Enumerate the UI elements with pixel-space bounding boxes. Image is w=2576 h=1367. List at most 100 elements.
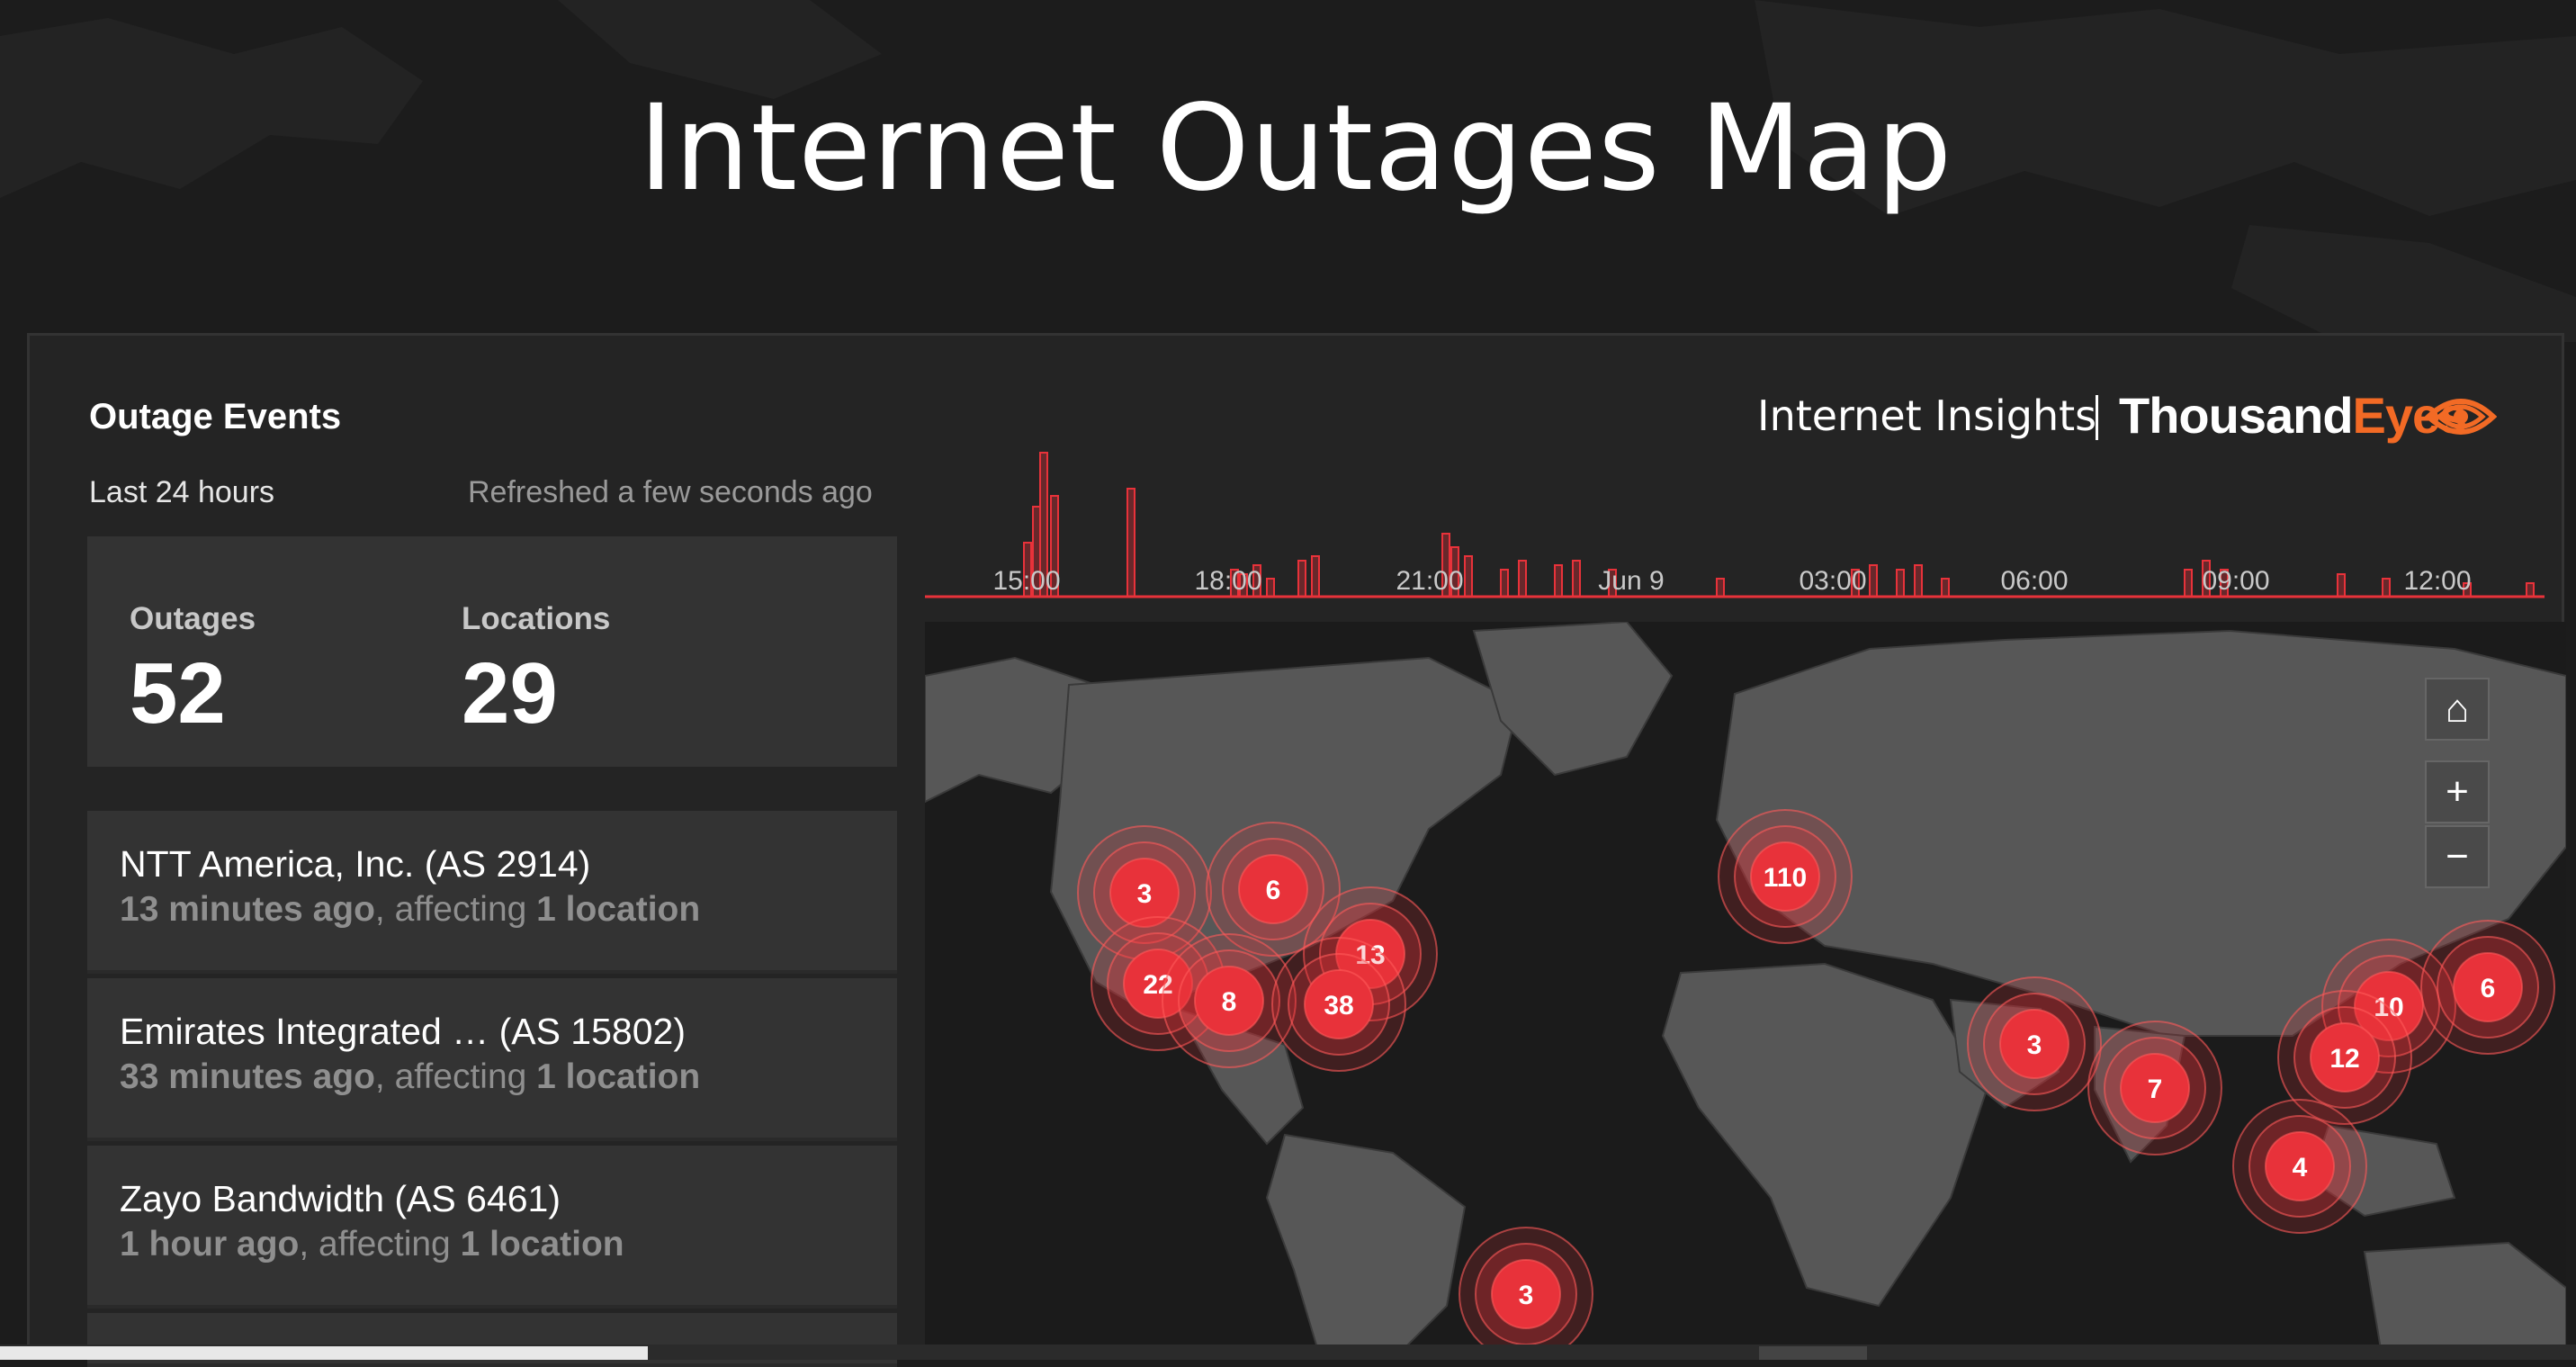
cluster-ring — [2310, 1022, 2380, 1093]
outage-cluster[interactable]: 12 — [2277, 990, 2412, 1125]
cluster-ring — [2453, 952, 2523, 1022]
cluster-count: 4 — [2293, 1153, 2308, 1183]
timeline-spike — [1050, 495, 1059, 598]
timeline-spike — [1572, 560, 1581, 598]
outage-cluster[interactable]: 3 — [1967, 976, 2102, 1111]
internet-insights-label: Internet Insights — [1757, 391, 2097, 440]
cluster-count: 7 — [2148, 1075, 2163, 1104]
outage-cluster[interactable]: 8 — [1162, 933, 1297, 1068]
event-meta: 13 minutes ago, affecting 1 location — [120, 890, 700, 930]
event-item[interactable]: NTT America, Inc. (AS 2914) 13 minutes a… — [87, 811, 897, 974]
timeline-spike — [1518, 560, 1527, 598]
timeline-spike — [1851, 569, 1860, 598]
cluster-ring — [1238, 854, 1308, 924]
timeline-spike — [1464, 555, 1473, 598]
cluster-ring — [1491, 1259, 1561, 1329]
brand-divider — [2096, 395, 2098, 440]
timeline-spike — [2463, 582, 2472, 598]
event-meta: 33 minutes ago, affecting 1 location — [120, 1057, 700, 1097]
outages-count: 52 — [130, 645, 226, 742]
event-time: 33 minutes ago — [120, 1057, 375, 1096]
outage-cluster[interactable]: 110 — [1718, 809, 1853, 944]
outage-cluster[interactable]: 22 — [1091, 916, 1225, 1051]
cluster-ring — [1750, 841, 1820, 912]
timeline-tick: 12:00 — [2403, 566, 2472, 596]
locations-count: 29 — [462, 645, 558, 742]
timeline-spike — [1554, 564, 1563, 598]
eurasia-shape — [1715, 629, 2566, 1037]
timeline-spike — [1297, 560, 1306, 598]
south-america-shape — [1265, 1133, 1467, 1360]
cluster-count: 6 — [2481, 974, 2496, 1003]
cluster-count: 3 — [2027, 1030, 2042, 1060]
timeline-spike — [1450, 546, 1459, 598]
outage-cluster[interactable]: 3 — [1459, 1227, 1593, 1360]
timeline-spike — [1896, 569, 1905, 598]
scrollbar-thumb[interactable] — [0, 1346, 648, 1360]
outage-timeline[interactable] — [925, 435, 2572, 615]
cluster-count: 12 — [2329, 1044, 2359, 1074]
event-item[interactable]: Emirates Integrated … (AS 15802) 33 minu… — [87, 978, 897, 1141]
thousandeyes-logo: ThousandEyes — [2119, 386, 2467, 445]
logo-word-thousand: Thousand — [2119, 387, 2354, 444]
event-meta: 1 hour ago, affecting 1 location — [120, 1225, 624, 1264]
timeline-spike — [1126, 488, 1135, 598]
zoom-out-button[interactable]: − — [2425, 825, 2490, 888]
cluster-ring — [1304, 969, 1374, 1039]
timeline-spike — [1914, 564, 1923, 598]
cluster-count: 110 — [1764, 863, 1807, 893]
event-affecting: , affecting — [374, 1057, 537, 1096]
outage-cluster[interactable]: 6 — [2420, 920, 2555, 1055]
cluster-ring — [1109, 858, 1180, 928]
scrollbar-segment — [1759, 1346, 1867, 1360]
time-range-label: Last 24 hours — [89, 475, 275, 509]
timeline-spike — [1239, 573, 1248, 598]
stats-card: Outages 52 Locations 29 — [87, 536, 897, 767]
cluster-layer: 362281338110371061243 — [1077, 809, 2555, 1360]
timeline-spike — [1230, 569, 1239, 598]
cluster-count: 6 — [1266, 876, 1281, 905]
cluster-ring — [1123, 949, 1193, 1019]
zoom-in-button[interactable]: + — [2425, 760, 2490, 823]
outage-events-heading: Outage Events — [89, 397, 342, 436]
background-world-map — [0, 0, 2576, 342]
event-provider: Zayo Bandwidth (AS 6461) — [120, 1178, 561, 1219]
timeline-tick: 18:00 — [1194, 566, 1262, 596]
timeline-spike — [1716, 578, 1725, 598]
home-icon: ⌂ — [2445, 687, 2470, 731]
timeline-tick: 21:00 — [1396, 566, 1464, 596]
cluster-ring — [2120, 1053, 2190, 1123]
africa-shape — [1661, 962, 1988, 1308]
timeline-spike — [1869, 564, 1878, 598]
event-affecting: , affecting — [374, 890, 537, 929]
timeline-spike — [1023, 542, 1032, 598]
home-button[interactable]: ⌂ — [2425, 678, 2490, 741]
page-title: Internet Outages Map — [638, 79, 1953, 218]
timeline-tick: Jun 9 — [1598, 566, 1665, 596]
locations-label: Locations — [462, 601, 611, 636]
outages-panel: Outage Events Last 24 hours Refreshed a … — [27, 333, 2566, 1367]
event-item[interactable]: Zayo Bandwidth (AS 6461) 1 hour ago, aff… — [87, 1146, 897, 1309]
cluster-ring — [1999, 1009, 2069, 1079]
timeline-spike — [1441, 533, 1450, 598]
outage-cluster[interactable]: 38 — [1271, 937, 1406, 1072]
timeline-spike — [1266, 578, 1275, 598]
cluster-count: 38 — [1324, 991, 1353, 1021]
event-location-count: 1 location — [536, 890, 701, 929]
outage-cluster[interactable]: 4 — [2232, 1099, 2367, 1234]
outages-label: Outages — [130, 601, 256, 636]
outage-cluster[interactable]: 6 — [1206, 822, 1341, 957]
cluster-ring — [1194, 966, 1264, 1036]
timeline-spike — [1311, 555, 1320, 598]
timeline-spike — [1252, 564, 1261, 598]
eye-icon — [2425, 399, 2497, 435]
world-map[interactable]: 362281338110371061243 ⌂ + − — [925, 622, 2566, 1360]
timeline-tick: 15:00 — [992, 566, 1061, 596]
timeline-tick: 06:00 — [2000, 566, 2069, 596]
refresh-status: Refreshed a few seconds ago — [468, 475, 873, 509]
event-affecting: , affecting — [299, 1225, 461, 1264]
cluster-ring — [2265, 1131, 2335, 1201]
event-time: 13 minutes ago — [120, 890, 375, 929]
central-america-shape — [1174, 1007, 1305, 1146]
outage-cluster[interactable]: 7 — [2087, 1021, 2222, 1156]
